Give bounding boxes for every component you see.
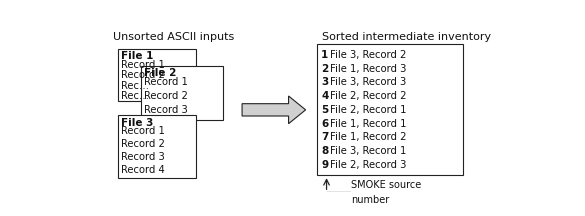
Text: Sorted intermediate inventory: Sorted intermediate inventory [322,32,491,42]
Text: SMOKE source: SMOKE source [352,180,422,190]
Bar [142,66,223,120]
Text: 2: 2 [321,64,328,74]
Text: File 3, Record 3: File 3, Record 3 [331,78,407,87]
Text: File 2: File 2 [144,68,177,78]
Text: Rec…: Rec… [121,81,149,91]
Bar [118,49,195,101]
Text: File 2, Record 1: File 2, Record 1 [331,105,407,115]
Text: Record 3: Record 3 [144,105,188,116]
Text: 5: 5 [321,105,328,115]
Text: 3: 3 [321,78,328,87]
Text: File 2, Record 2: File 2, Record 2 [331,91,407,101]
Text: 9: 9 [321,160,328,170]
Text: File 1: File 1 [121,51,153,61]
Text: number: number [352,195,390,205]
Text: File 3: File 3 [121,118,153,128]
Bar [118,115,195,178]
Text: Record 1: Record 1 [144,77,188,87]
Text: 1: 1 [321,50,328,60]
Text: File 1, Record 1: File 1, Record 1 [331,119,407,129]
Bar [317,44,463,175]
Text: File 1, Record 3: File 1, Record 3 [331,64,407,74]
Text: Record 2: Record 2 [144,91,188,101]
Text: File 1, Record 2: File 1, Record 2 [331,132,407,142]
Text: File 3, Record 1: File 3, Record 1 [331,146,407,156]
Text: Record 2: Record 2 [121,70,165,80]
Text: 4: 4 [321,91,329,101]
Text: Record 1: Record 1 [121,60,165,70]
Text: Record 4: Record 4 [121,165,165,175]
Text: Unsorted ASCII inputs: Unsorted ASCII inputs [113,32,235,42]
Text: 6: 6 [321,119,328,129]
Polygon shape [242,96,305,124]
Text: Record 2: Record 2 [121,139,165,149]
Text: Record 3: Record 3 [121,152,165,162]
Text: File 2, Record 3: File 2, Record 3 [331,160,407,170]
Text: 8: 8 [321,146,328,156]
Text: Record 1: Record 1 [121,126,165,136]
Text: File 3, Record 2: File 3, Record 2 [331,50,407,60]
Text: Rec…: Rec… [121,91,149,101]
Text: 7: 7 [321,132,329,142]
